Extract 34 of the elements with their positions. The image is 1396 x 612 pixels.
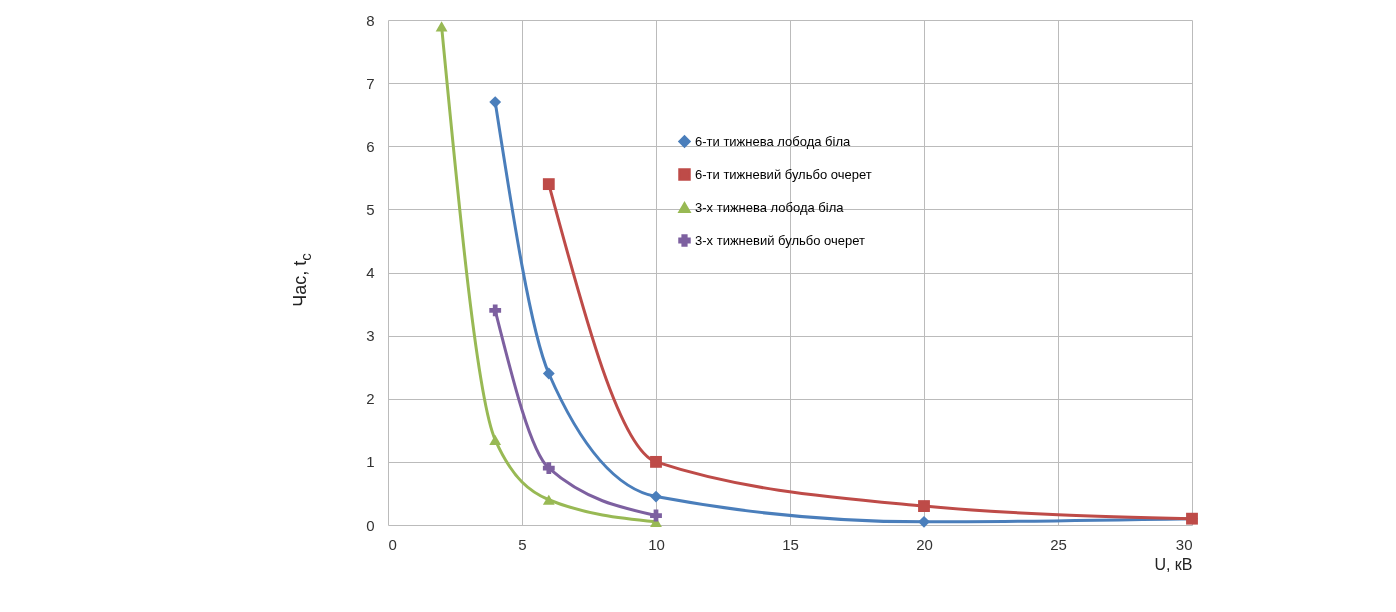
point: [542, 367, 555, 380]
point: [918, 515, 930, 528]
x-tick-label: 30: [1175, 535, 1193, 553]
point: [489, 434, 502, 445]
y-tick-label: 4: [366, 264, 375, 281]
x-tick-label: 5: [518, 535, 527, 553]
legend-label: 3-х тижневий бульбо очерет: [695, 232, 866, 248]
y-tick-label: 3: [366, 327, 375, 345]
legend-label: 6-ти тижневий бульбо очерет: [695, 166, 872, 182]
point: [542, 178, 555, 191]
x-tick-label: 0: [388, 535, 397, 553]
y-tick-label: 0: [366, 516, 375, 534]
point: [918, 500, 930, 512]
point: [650, 455, 662, 468]
point: [489, 96, 502, 108]
point: [542, 462, 555, 475]
point: [489, 304, 502, 317]
point: [650, 490, 662, 503]
y-tick-label: 7: [366, 74, 375, 92]
y-tick-label: 6: [366, 137, 375, 155]
x-tick-label: 10: [648, 535, 665, 553]
legend-label: 6-ти тижнева лобода біла: [695, 133, 852, 149]
point: [542, 494, 555, 505]
point: [650, 509, 662, 522]
legend-label: 3-х тижнева лобода біла: [695, 199, 845, 215]
x-tick-label: 15: [782, 535, 799, 553]
x-tick-label: 20: [916, 535, 933, 553]
y-tick-label: 1: [366, 453, 375, 471]
y-tick-label: 5: [366, 200, 375, 218]
x-axis-title: U, кВ: [1154, 555, 1193, 573]
y-tick-label: 2: [366, 390, 375, 408]
point: [435, 21, 448, 32]
x-tick-label: 25: [1050, 535, 1067, 553]
y-tick-label: 8: [366, 11, 375, 29]
